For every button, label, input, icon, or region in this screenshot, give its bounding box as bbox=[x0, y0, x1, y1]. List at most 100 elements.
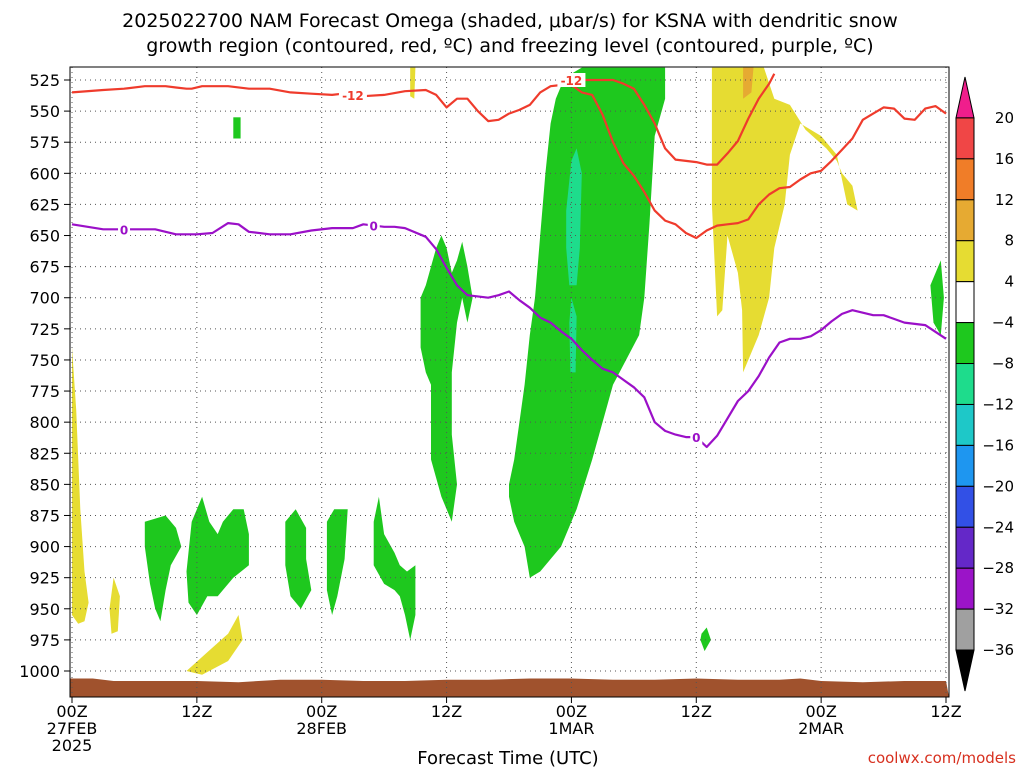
omega-region-6 bbox=[233, 117, 241, 139]
contour-lines: 0 0 0 -12 -12 bbox=[71, 73, 947, 449]
x-tick-label: 00Z 27FEB 2025 bbox=[47, 702, 98, 755]
plot-frame bbox=[69, 66, 950, 698]
ground-surface bbox=[70, 678, 949, 697]
chart-title-line1: 2025022700 NAM Forecast Omega (shaded, μ… bbox=[122, 10, 898, 32]
x-tick-label: 00Z 1MAR bbox=[548, 702, 594, 738]
colorbar-tick-label: −20 bbox=[982, 477, 1014, 495]
y-tick-label: 825 bbox=[29, 444, 60, 463]
colorbar-swatch bbox=[955, 363, 975, 405]
omega-region-1 bbox=[109, 577, 120, 634]
colorbar-tick-label: −36 bbox=[982, 641, 1014, 659]
colorbar-swatch bbox=[955, 608, 975, 651]
y-tick-label: 625 bbox=[29, 195, 60, 214]
colorbar-tick-label: −16 bbox=[982, 436, 1014, 454]
colorbar: 20 16 12 8 4 −4 −8 −12 −16 −20 −24 −28 −32 −36 bbox=[955, 76, 1014, 692]
y-tick-label: 900 bbox=[29, 538, 60, 557]
colorbar-swatch bbox=[955, 526, 975, 569]
omega-region-15 bbox=[930, 260, 944, 336]
x-axis: 00Z 27FEB 2025 12Z 00Z 28FEB 12Z 00Z 1MAR 12Z 00Z 2… bbox=[47, 697, 962, 755]
y-tick-label: 750 bbox=[29, 351, 60, 370]
x-axis-label: Forecast Time (UTC) bbox=[417, 748, 598, 768]
y-tick-label: 800 bbox=[29, 413, 60, 432]
gridlines bbox=[70, 67, 949, 697]
y-tick-label: 525 bbox=[29, 71, 60, 90]
omega-shading bbox=[72, 67, 944, 675]
omega-region-10 bbox=[326, 509, 348, 615]
colorbar-tick-label: 16 bbox=[995, 150, 1014, 168]
colorbar-tick-label: −4 bbox=[992, 314, 1014, 332]
freezing-level-line-label: 0 bbox=[120, 223, 128, 237]
omega-region-14 bbox=[700, 627, 711, 652]
omega-region-7 bbox=[144, 515, 182, 622]
ground-fill bbox=[70, 678, 949, 697]
y-tick-label: 600 bbox=[29, 164, 60, 183]
colorbar-bottom-arrow bbox=[955, 649, 975, 692]
omega-region-11 bbox=[373, 496, 416, 640]
colorbar-tick-label: 4 bbox=[1004, 273, 1014, 291]
dgz-line-upper-label-bg bbox=[557, 73, 586, 87]
colorbar-swatch bbox=[955, 567, 975, 610]
colorbar-swatch bbox=[955, 199, 975, 242]
colorbar-swatch bbox=[955, 403, 975, 446]
y-tick-label: 950 bbox=[29, 600, 60, 619]
omega-region-9 bbox=[285, 509, 312, 609]
freezing-level-line bbox=[71, 222, 947, 449]
y-tick-label: 850 bbox=[29, 475, 60, 494]
x-tick-label: 12Z bbox=[681, 702, 712, 721]
omega-region-8 bbox=[186, 496, 249, 615]
x-tick-label: 12Z bbox=[431, 702, 462, 721]
x-tick-label: 00Z 28FEB bbox=[296, 702, 347, 738]
dgz-line bbox=[71, 83, 947, 240]
dgz-line-upper bbox=[571, 73, 776, 166]
colorbar-swatch bbox=[955, 322, 975, 365]
omega-region-16 bbox=[566, 148, 582, 286]
y-tick-label: 875 bbox=[29, 506, 60, 525]
colorbar-tick-label: −32 bbox=[982, 600, 1014, 618]
colorbar-tick-label: −12 bbox=[982, 395, 1014, 413]
y-tick-label: 700 bbox=[29, 289, 60, 308]
y-tick-label: 775 bbox=[29, 382, 60, 401]
colorbar-tick-label: −28 bbox=[982, 559, 1014, 577]
colorbar-tick-label: 12 bbox=[995, 191, 1014, 209]
colorbar-swatch bbox=[955, 281, 975, 324]
dgz-line-label-bg bbox=[338, 87, 367, 102]
colorbar-swatch bbox=[955, 240, 975, 283]
y-tick-label: 975 bbox=[29, 631, 60, 650]
y-tick-label: 575 bbox=[29, 133, 60, 152]
colorbar-tick-label: 8 bbox=[1004, 232, 1014, 250]
y-tick-label: 925 bbox=[29, 569, 60, 588]
y-tick-label: 550 bbox=[29, 102, 60, 121]
colorbar-swatch bbox=[955, 485, 975, 528]
dgz-line-label: -12 bbox=[342, 89, 364, 103]
y-tick-label: 1000 bbox=[19, 662, 60, 681]
omega-region-3 bbox=[410, 67, 416, 99]
colorbar-tick-label: 20 bbox=[995, 109, 1014, 127]
y-tick-label: 725 bbox=[29, 320, 60, 339]
x-tick-label: 12Z bbox=[930, 702, 961, 721]
colorbar-top-arrow bbox=[955, 76, 975, 119]
freezing-level-line-label-bg bbox=[367, 218, 380, 233]
credit-text: coolwx.com/models bbox=[868, 749, 1016, 767]
y-tick-label: 650 bbox=[29, 227, 60, 246]
colorbar-swatch bbox=[955, 117, 975, 160]
colorbar-tick-label: −24 bbox=[982, 518, 1014, 536]
omega-region-12 bbox=[420, 235, 473, 522]
x-tick-label: 12Z bbox=[181, 702, 212, 721]
freezing-level-line-label-bg bbox=[690, 430, 703, 445]
omega-region-17 bbox=[569, 297, 577, 373]
freezing-level-line-label: 0 bbox=[692, 431, 700, 445]
colorbar-tick-label: −8 bbox=[992, 355, 1014, 373]
colorbar-swatch bbox=[955, 444, 975, 487]
x-tick-label: 00Z 2MAR bbox=[798, 702, 844, 738]
omega-region-4 bbox=[711, 67, 858, 373]
omega-region-5 bbox=[743, 67, 754, 99]
omega-region-13 bbox=[509, 67, 666, 578]
y-axis: 525 550 575 600 625 650 675 700 725 750 775 800 825 8… bbox=[19, 71, 70, 681]
freezing-level-line-label-bg bbox=[118, 222, 131, 237]
freezing-level-line-label: 0 bbox=[370, 220, 378, 234]
dgz-line-upper-label: -12 bbox=[561, 74, 583, 88]
omega-region-2 bbox=[186, 615, 243, 675]
colorbar-swatch bbox=[955, 158, 975, 201]
omega-region-0 bbox=[72, 347, 89, 624]
